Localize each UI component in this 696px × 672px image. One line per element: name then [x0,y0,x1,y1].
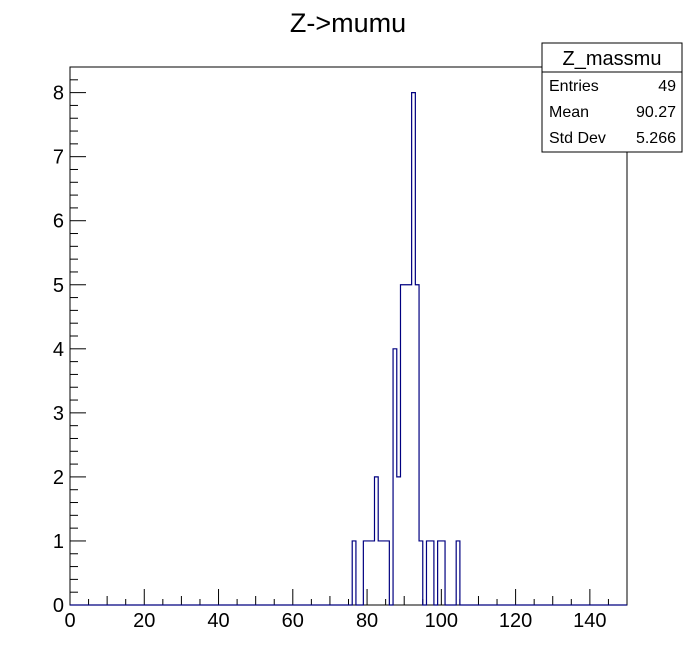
stats-row-value: 90.27 [636,104,676,121]
y-tick-label: 8 [53,83,64,105]
histogram-bin [419,541,423,605]
x-tick-label: 60 [282,610,304,632]
histogram-bin [400,285,404,605]
stats-row-label: Entries [549,78,599,95]
stats-row-label: Std Dev [549,130,606,147]
x-tick-label: 20 [133,610,155,632]
x-tick-label: 100 [425,610,458,632]
histogram-bin [456,541,460,605]
x-tick-label: 140 [573,610,606,632]
x-tick-label: 80 [356,610,378,632]
histogram-series [70,92,627,606]
y-axis: 0 1 2 3 4 5 6 7 8 [53,66,86,617]
histogram-bin [415,285,419,605]
histogram-bin [430,541,434,605]
stats-row-value: 49 [658,78,676,95]
histogram-bin [382,541,386,605]
x-tick-label: 40 [207,610,229,632]
histogram-bin [367,541,371,605]
y-tick-label: 0 [53,595,64,617]
histogram-bin [374,477,378,605]
histogram-outline [70,92,627,606]
histogram-bin [404,285,408,605]
stats-box-title: Z_massmu [563,48,662,70]
histogram-bin [408,285,412,605]
stats-box-frame [541,42,683,153]
x-tick-label: 0 [64,610,75,632]
y-tick-label: 7 [53,147,64,169]
histogram-bin [352,541,356,605]
histogram-bin [426,541,430,605]
histogram-bin [363,541,367,605]
y-tick-label: 3 [53,403,64,425]
histogram-bin [393,349,397,605]
histogram-bin [371,541,375,605]
histogram-bin [441,541,445,605]
x-axis: 0 20 40 60 80 100 120 140 [64,589,628,632]
histogram-bin [412,93,416,605]
y-tick-label: 6 [53,211,64,233]
histogram-bin [438,541,442,605]
histogram-bin [378,541,382,605]
stats-row-label: Mean [549,104,589,121]
y-tick-label: 1 [53,531,64,553]
y-tick-label: 5 [53,275,64,297]
y-tick-label: 2 [53,467,64,489]
x-tick-label: 120 [499,610,532,632]
histogram-bin [397,477,401,605]
histogram-bin [386,541,390,605]
stats-row-value: 5.266 [636,130,676,147]
stats-box: Z_massmu Entries 49 Mean 90.27 Std Dev 5.266 [541,42,683,153]
y-tick-label: 4 [53,339,64,361]
chart-title: Z->mumu [290,8,406,38]
